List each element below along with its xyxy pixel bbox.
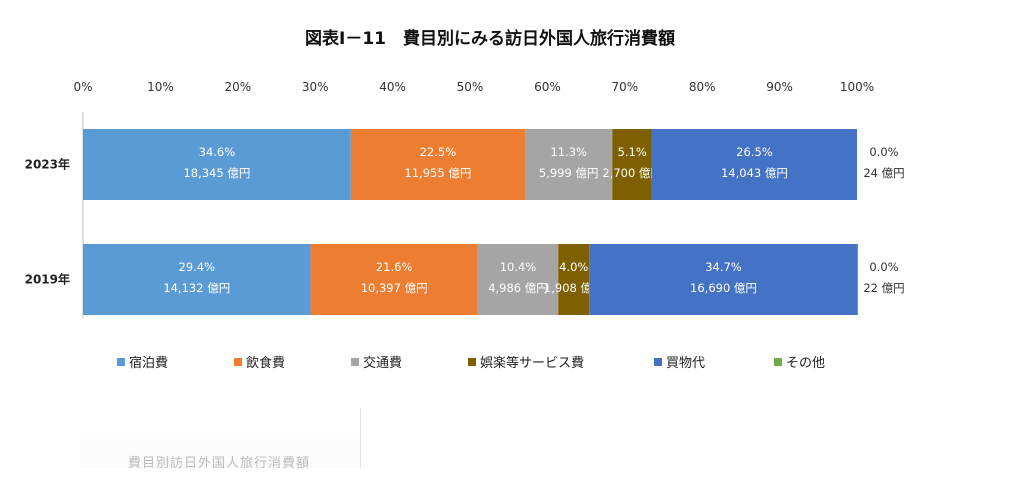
legend-swatch: [117, 358, 125, 366]
data-label-percent: 22.5%: [420, 145, 457, 159]
data-label-percent: 0.0%: [869, 145, 898, 159]
x-tick-label: 70%: [611, 80, 638, 94]
x-tick-label: 0%: [73, 80, 92, 94]
category-label: 2023年: [25, 157, 70, 172]
data-label-amount: 5,999 億円: [539, 166, 599, 180]
legend-label: 買物代: [666, 356, 705, 371]
data-label-percent: 34.7%: [705, 260, 742, 274]
bar-segment: [310, 244, 478, 315]
legend-swatch: [654, 358, 662, 366]
x-tick-label: 60%: [534, 80, 561, 94]
data-label-amount: 16,690 億円: [690, 281, 757, 295]
data-label-percent: 34.6%: [199, 145, 236, 159]
bar-segment: [350, 129, 525, 200]
data-label-amount: 2,700 億円: [602, 166, 662, 180]
x-tick-label: 50%: [457, 80, 484, 94]
category-label: 2019年: [25, 272, 70, 287]
bar-segment: [558, 244, 590, 315]
bar-segment: [477, 244, 559, 315]
data-label-amount: 11,955 億円: [404, 166, 471, 180]
data-label-percent: 0.0%: [869, 260, 898, 274]
legend-label: 飲食費: [246, 355, 285, 371]
x-tick-label: 20%: [224, 80, 251, 94]
data-label-percent: 21.6%: [376, 260, 413, 274]
bar-segment: [651, 129, 857, 200]
bar-segment: [612, 129, 652, 200]
data-label-amount: 4,986 億円: [488, 281, 548, 295]
x-tick-label: 40%: [379, 80, 406, 94]
bar-segment: [524, 129, 613, 200]
legend-swatch: [468, 358, 476, 366]
x-tick-label: 30%: [302, 80, 329, 94]
legend-label: 娯楽等サービス費: [480, 355, 584, 371]
bar-segment: [83, 244, 311, 315]
data-label-percent: 26.5%: [736, 145, 773, 159]
data-label-amount: 14,043 億円: [721, 166, 788, 180]
data-label-amount: 14,132 億円: [163, 281, 230, 295]
bars: 34.6% 18,345 億円 22.5% 11,955 億円 11.3% 5,999 億…: [83, 129, 905, 315]
x-axis-ticks: 0% 10% 20% 30% 40% 50% 60% 70% 80% 90% 100%: [73, 80, 874, 94]
legend-label: 交通費: [363, 355, 402, 371]
footer-caption-text: 費目別訪日外国人旅行消費額: [128, 456, 311, 471]
faded-footer-caption: 費目別訪日外国人旅行消費額: [80, 408, 361, 471]
data-label-amount: 22 億円: [863, 281, 904, 295]
chart-title: 図表Ⅰ－11 費目別にみる訪日外国人旅行消費額: [305, 28, 675, 49]
data-label-percent: 4.0%: [559, 260, 588, 274]
y-axis: 2023年 2019年: [25, 112, 84, 318]
data-label-percent: 5.1%: [618, 145, 647, 159]
x-tick-label: 80%: [689, 80, 716, 94]
legend-swatch: [234, 358, 242, 366]
data-label-percent: 29.4%: [179, 260, 216, 274]
legend-label: その他: [786, 356, 825, 371]
legend: 宿泊費 飲食費 交通費 娯楽等サービス費 買物代 その他: [117, 355, 825, 371]
data-label-amount: 18,345 億円: [183, 166, 250, 180]
data-label-amount: 1,908 億円: [544, 281, 604, 295]
data-label-amount: 24 億円: [863, 166, 904, 180]
bar-segment: [589, 244, 858, 315]
legend-swatch: [774, 358, 782, 366]
data-label-percent: 10.4%: [500, 260, 537, 274]
x-tick-label: 10%: [147, 80, 174, 94]
legend-swatch: [351, 358, 359, 366]
x-tick-label: 100%: [840, 80, 874, 94]
legend-label: 宿泊費: [129, 355, 168, 371]
bar-segment: [83, 129, 351, 200]
data-label-amount: 10,397 億円: [361, 281, 428, 295]
data-label-percent: 11.3%: [550, 145, 587, 159]
x-tick-label: 90%: [766, 80, 793, 94]
